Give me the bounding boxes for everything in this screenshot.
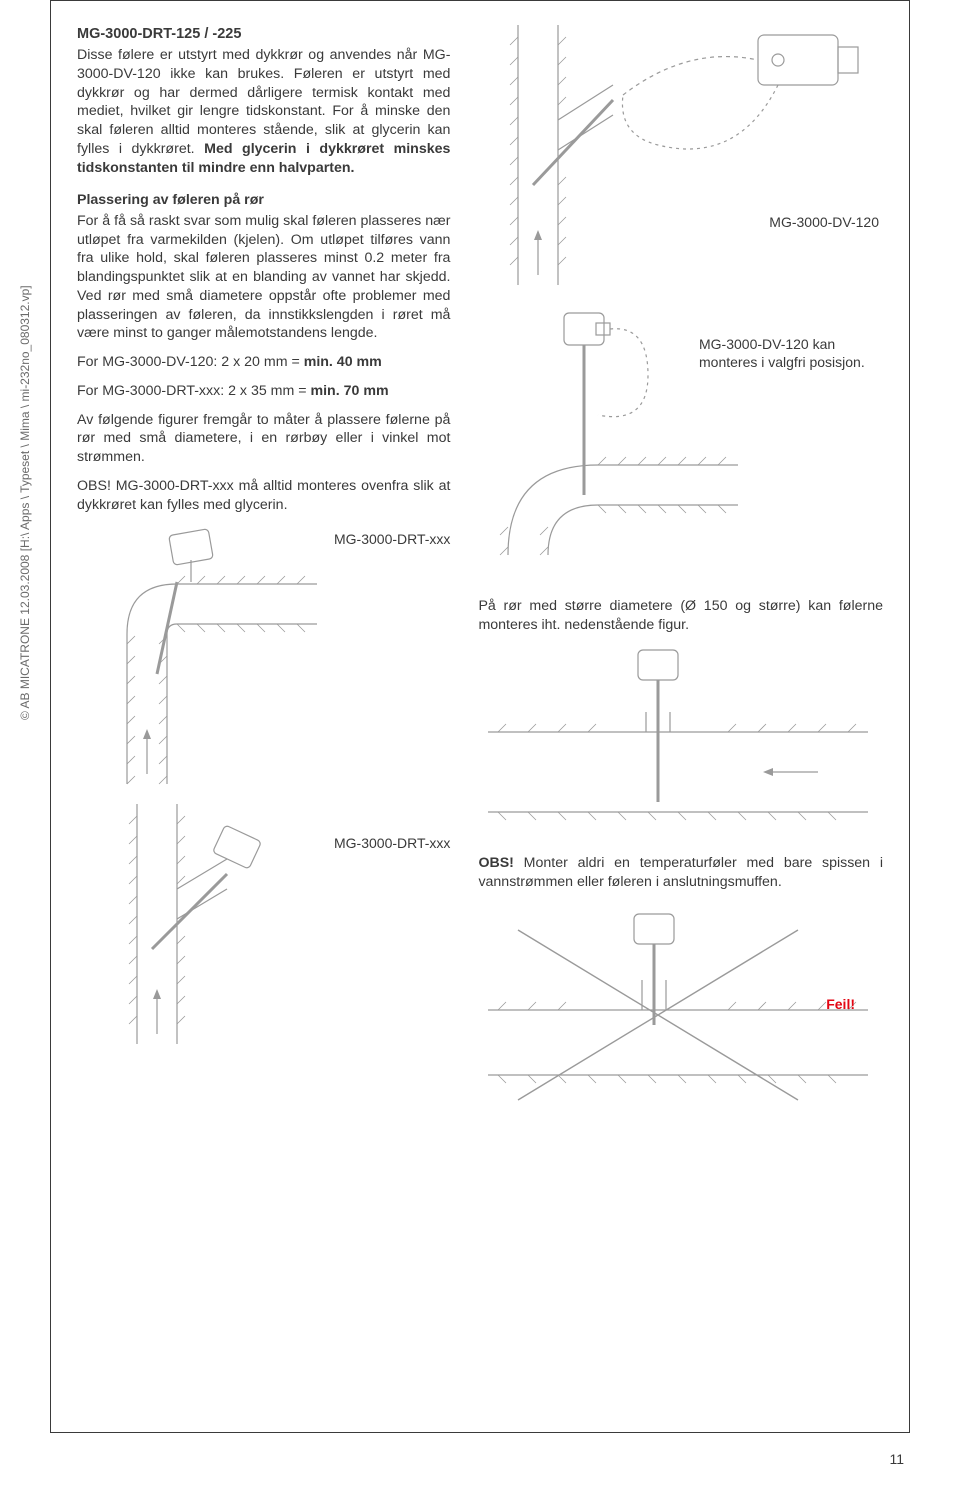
figure-drt-angled-label: MG-3000-DRT-xxx [334,834,450,852]
spec1-b: min. 40 mm [304,354,382,370]
figure-dv120-label: MG-3000-DV-120 [769,213,879,231]
figure-drt-bend: MG-3000-DRT-xxx [77,524,450,794]
paragraph-obs: OBS! MG-3000-DRT-xxx må alltid monteres … [77,477,450,514]
feil-label: Feil! [826,995,855,1013]
spec1-a: For MG-3000-DV-120: 2 x 20 mm = [77,354,304,370]
figure-wrong: Feil! [478,900,883,1110]
page-frame: MG-3000-DRT-125 / -225 Disse følere er u… [50,0,910,1433]
two-column-layout: MG-3000-DRT-125 / -225 Disse følere er u… [77,25,883,1110]
paragraph-obs-warning: OBS! Monter aldri en temperaturføler med… [478,854,883,891]
obs-label: OBS! [478,855,513,871]
spec2-b: min. 70 mm [311,383,389,399]
paragraph-placement: For å få så raskt svar som mulig skal fø… [77,212,450,343]
page-number: 11 [889,1451,904,1467]
figure-drt-bend-label: MG-3000-DRT-xxx [334,530,450,548]
paragraph-large-pipe: På rør med større diametere (Ø 150 og st… [478,597,883,634]
figure-drt-angled: MG-3000-DRT-xxx [77,804,450,1044]
right-column: MG-3000-DV-120 MG-3000-DV-120 kan monter… [478,25,883,1110]
placement-subheading: Plassering av føleren på rør [77,191,450,210]
spec-drt: For MG-3000-DRT-xxx: 2 x 35 mm = min. 70… [77,382,450,401]
obs-text: Monter aldri en temperaturføler med bare… [478,855,883,890]
paragraph-figures: Av følgende figurer fremgår to måter å p… [77,411,450,467]
figure-dv120-vertical: MG-3000-DV-120 kan monteres i valgfri po… [478,295,883,585]
diagram-bend-icon [77,524,447,794]
figure-large-pipe [478,642,883,842]
paragraph-intro: Disse følere er utstyrt med dykkrør og a… [77,46,450,177]
figure-dv120-pos-text: MG-3000-DV-120 kan monteres i valgfri po… [699,335,879,372]
fig2-text-b: monteres i valgfri posisjon. [699,354,865,370]
spec-dv120: For MG-3000-DV-120: 2 x 20 mm = min. 40 … [77,353,450,372]
diagram-large-pipe-icon [478,642,878,842]
product-heading: MG-3000-DRT-125 / -225 [77,25,450,44]
diagram-wrong-icon [478,900,878,1110]
figure-dv120-chain: MG-3000-DV-120 [478,25,883,285]
diagram-dv120-chain-icon [478,25,878,285]
left-column: MG-3000-DRT-125 / -225 Disse følere er u… [77,25,450,1110]
copyright-note: © AB MICATRONE 12.03.2008 [H:\ Apps \ Ty… [18,285,32,720]
spec2-a: For MG-3000-DRT-xxx: 2 x 35 mm = [77,383,311,399]
fig2-text-a: MG-3000-DV-120 kan [699,336,835,352]
